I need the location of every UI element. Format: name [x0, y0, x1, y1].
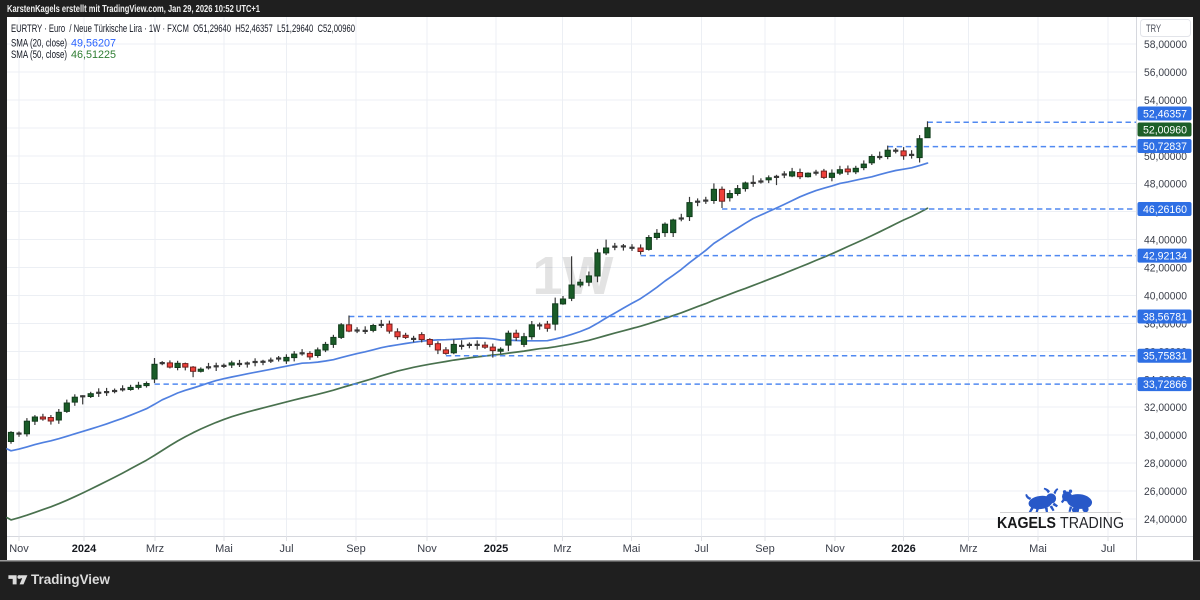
svg-text:Mrz: Mrz: [146, 543, 164, 555]
svg-text:32,00000: 32,00000: [1144, 402, 1187, 414]
svg-text:49,56207: 49,56207: [71, 38, 116, 50]
svg-text:Mai: Mai: [1029, 543, 1047, 555]
svg-text:Jul: Jul: [694, 543, 708, 555]
svg-text:Sep: Sep: [346, 543, 366, 555]
svg-text:Mrz: Mrz: [959, 543, 977, 555]
svg-text:SMA (50, close): SMA (50, close): [11, 49, 67, 61]
svg-text:28,00000: 28,00000: [1144, 458, 1187, 470]
svg-text:KarstenKagels erstellt mit Tra: KarstenKagels erstellt mit TradingView.c…: [7, 4, 260, 15]
svg-text:52,46357: 52,46357: [1143, 109, 1187, 121]
svg-text:33,72866: 33,72866: [1143, 379, 1187, 391]
svg-text:46,26160: 46,26160: [1143, 204, 1187, 216]
svg-text:58,00000: 58,00000: [1144, 39, 1187, 51]
svg-text:KAGELS: KAGELS: [997, 515, 1056, 532]
svg-text:Jul: Jul: [1101, 543, 1115, 555]
svg-text:50,72837: 50,72837: [1143, 141, 1187, 153]
svg-text:56,00000: 56,00000: [1144, 67, 1187, 79]
svg-text:42,92134: 42,92134: [1143, 251, 1187, 263]
svg-text:46,51225: 46,51225: [71, 49, 116, 61]
svg-text:50,00000: 50,00000: [1144, 151, 1187, 163]
svg-text:44,00000: 44,00000: [1144, 235, 1187, 247]
svg-text:26,00000: 26,00000: [1144, 486, 1187, 498]
svg-text:Jul: Jul: [279, 543, 293, 555]
svg-text:TradingView: TradingView: [31, 572, 110, 587]
svg-text:Mai: Mai: [215, 543, 233, 555]
svg-text:42,00000: 42,00000: [1144, 263, 1187, 275]
svg-text:48,00000: 48,00000: [1144, 179, 1187, 191]
svg-text:2026: 2026: [891, 543, 915, 555]
svg-text:Mrz: Mrz: [553, 543, 571, 555]
svg-text:54,00000: 54,00000: [1144, 95, 1187, 107]
svg-text:30,00000: 30,00000: [1144, 430, 1187, 442]
svg-text:35,75831: 35,75831: [1143, 351, 1187, 363]
svg-text:Nov: Nov: [825, 543, 845, 555]
svg-text:TRADING: TRADING: [1060, 515, 1124, 532]
svg-text:Nov: Nov: [417, 543, 437, 555]
svg-text:Mai: Mai: [623, 543, 641, 555]
svg-text:SMA (20, close): SMA (20, close): [11, 38, 67, 50]
svg-text:24,00000: 24,00000: [1144, 514, 1187, 526]
svg-text:Nov: Nov: [9, 543, 29, 555]
svg-text:EURTRY · Euro / Neue Türkisch: EURTRY · Euro / Neue Türkische Lira · 1W…: [11, 23, 355, 35]
svg-text:TRY: TRY: [1146, 23, 1161, 35]
svg-text:Sep: Sep: [755, 543, 775, 555]
svg-text:40,00000: 40,00000: [1144, 291, 1187, 303]
svg-text:2024: 2024: [72, 543, 97, 555]
svg-text:2025: 2025: [484, 543, 508, 555]
svg-text:38,56781: 38,56781: [1143, 312, 1187, 324]
svg-text:52,00960: 52,00960: [1143, 125, 1187, 137]
